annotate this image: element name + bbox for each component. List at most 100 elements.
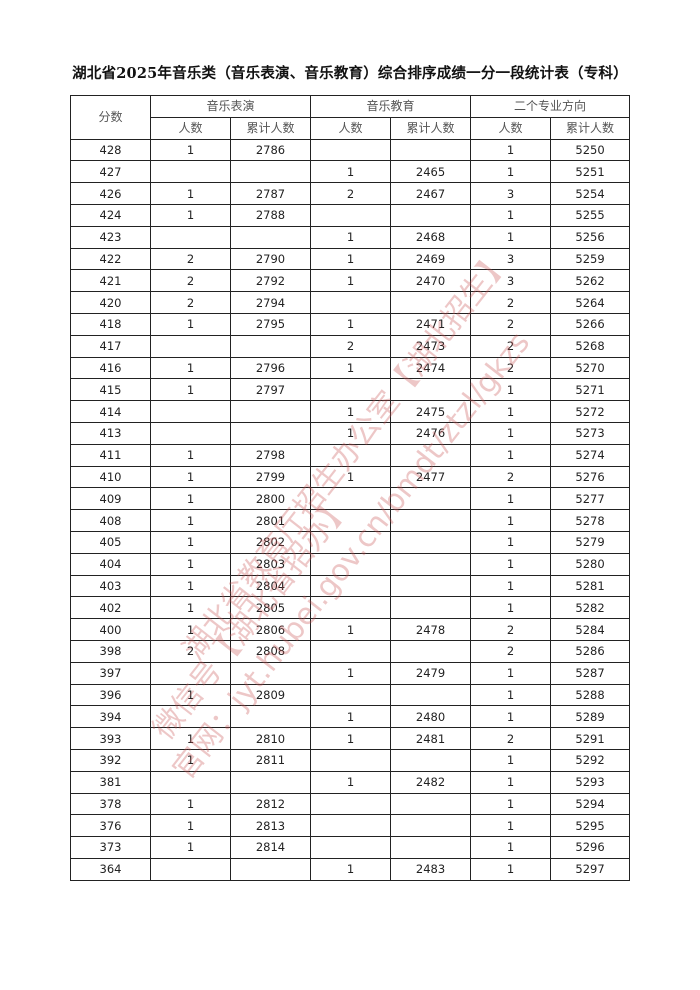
cell-total-count: 2: [470, 356, 552, 380]
cell-score: 423: [70, 225, 151, 249]
cell-performance-count: 1: [150, 443, 231, 467]
cell-total-count: 2: [470, 334, 552, 358]
cell-performance-count: [150, 421, 231, 445]
cell-total-count: 1: [470, 857, 552, 881]
cell-education-cumulative: 2471: [390, 312, 472, 336]
cell-education-count: [310, 552, 392, 576]
cell-education-count: 1: [310, 400, 392, 423]
cell-total-count: 1: [470, 443, 552, 467]
cell-performance-cumulative: [229, 400, 312, 423]
table-body: 428 1 2786 1 5250 427 1 2465 1 5251 426 1 2787 2 2467 3…: [70, 138, 631, 881]
table-row: 413 1 2476 1 5273: [70, 421, 631, 445]
cell-total-count: 1: [470, 748, 552, 772]
cell-performance-cumulative: 2804: [229, 574, 312, 598]
cell-education-count: [310, 596, 392, 620]
header-cumulative: 累计人数: [550, 116, 631, 140]
cell-total-cumulative: 5281: [550, 574, 631, 598]
table-row: 378 1 2812 1 5294: [70, 792, 631, 816]
cell-education-count: [310, 683, 392, 707]
cell-total-cumulative: 5272: [550, 400, 631, 423]
cell-performance-cumulative: 2786: [229, 138, 312, 162]
cell-education-count: [310, 639, 392, 663]
cell-total-count: 1: [470, 225, 552, 249]
cell-performance-count: 1: [150, 552, 231, 576]
table-row: 364 1 2483 1 5297: [70, 857, 631, 881]
cell-education-count: 1: [310, 312, 392, 336]
cell-total-cumulative: 5287: [550, 661, 631, 685]
cell-performance-cumulative: 2795: [229, 312, 312, 336]
table-row: 420 2 2794 2 5264: [70, 291, 631, 314]
cell-education-cumulative: [390, 443, 472, 467]
cell-score: 402: [70, 596, 151, 620]
cell-score: 428: [70, 138, 151, 162]
cell-total-count: 1: [470, 203, 552, 227]
cell-education-count: 1: [310, 465, 392, 489]
table-row: 427 1 2465 1 5251: [70, 160, 631, 184]
cell-score: 397: [70, 661, 151, 685]
table-row: 396 1 2809 1 5288: [70, 683, 631, 707]
cell-education-cumulative: 2479: [390, 661, 472, 685]
cell-education-count: [310, 443, 392, 467]
cell-education-cumulative: [390, 291, 472, 314]
table-row: 373 1 2814 1 5296: [70, 836, 631, 859]
cell-performance-count: [150, 400, 231, 423]
table-header: 分数 音乐表演 音乐教育 二个专业方向 人数 累计人数 人数 累计人数 人数 累…: [70, 95, 631, 140]
cell-total-count: 3: [470, 269, 552, 293]
table-row: 394 1 2480 1 5289: [70, 705, 631, 729]
cell-performance-count: [150, 661, 231, 685]
cell-score: 394: [70, 705, 151, 729]
cell-education-count: 1: [310, 727, 392, 750]
cell-education-cumulative: [390, 509, 472, 532]
cell-education-count: [310, 291, 392, 314]
table-row: 402 1 2805 1 5282: [70, 596, 631, 620]
cell-total-cumulative: 5256: [550, 225, 631, 249]
cell-score: 422: [70, 247, 151, 271]
cell-score: 398: [70, 639, 151, 663]
cell-score: 364: [70, 857, 151, 881]
cell-education-count: 2: [310, 182, 392, 205]
cell-education-cumulative: [390, 639, 472, 663]
cell-performance-count: [150, 160, 231, 184]
table-row: 414 1 2475 1 5272: [70, 400, 631, 423]
cell-total-cumulative: 5251: [550, 160, 631, 184]
cell-total-count: 3: [470, 182, 552, 205]
cell-total-count: 1: [470, 487, 552, 511]
cell-performance-count: 2: [150, 247, 231, 271]
cell-total-count: 2: [470, 618, 552, 641]
cell-total-count: 1: [470, 770, 552, 794]
cell-total-cumulative: 5273: [550, 421, 631, 445]
cell-performance-count: 1: [150, 356, 231, 380]
cell-total-count: 1: [470, 421, 552, 445]
cell-total-cumulative: 5282: [550, 596, 631, 620]
cell-score: 405: [70, 530, 151, 554]
cell-education-count: 1: [310, 247, 392, 271]
cell-performance-cumulative: 2814: [229, 836, 312, 859]
cell-education-count: [310, 378, 392, 402]
cell-performance-count: 1: [150, 138, 231, 162]
cell-score: 400: [70, 618, 151, 641]
cell-score: 410: [70, 465, 151, 489]
cell-education-cumulative: 2469: [390, 247, 472, 271]
cell-education-count: 1: [310, 421, 392, 445]
cell-performance-cumulative: 2799: [229, 465, 312, 489]
score-table: 分数 音乐表演 音乐教育 二个专业方向 人数 累计人数 人数 累计人数 人数 累…: [70, 95, 631, 881]
cell-performance-count: 1: [150, 378, 231, 402]
cell-total-count: 1: [470, 138, 552, 162]
cell-total-cumulative: 5288: [550, 683, 631, 707]
cell-total-count: 2: [470, 639, 552, 663]
cell-education-count: 1: [310, 618, 392, 641]
cell-total-count: 1: [470, 574, 552, 598]
cell-total-count: 1: [470, 596, 552, 620]
cell-performance-count: 2: [150, 291, 231, 314]
cell-performance-cumulative: 2801: [229, 509, 312, 532]
cell-education-count: 1: [310, 160, 392, 184]
cell-total-count: 1: [470, 378, 552, 402]
cell-education-cumulative: 2482: [390, 770, 472, 794]
cell-education-cumulative: [390, 683, 472, 707]
cell-score: 409: [70, 487, 151, 511]
cell-total-cumulative: 5270: [550, 356, 631, 380]
cell-performance-cumulative: 2792: [229, 269, 312, 293]
cell-performance-cumulative: 2800: [229, 487, 312, 511]
cell-performance-count: 1: [150, 727, 231, 750]
cell-performance-count: 1: [150, 312, 231, 336]
